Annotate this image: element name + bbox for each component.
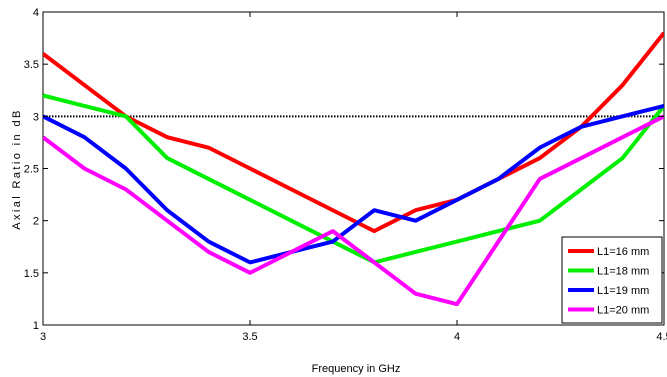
series-line-4 <box>43 114 664 307</box>
x-tick-label: 3 <box>40 331 46 343</box>
series-line-2 <box>43 93 664 265</box>
y-tick-label: 1 <box>33 320 39 332</box>
legend-label-2: L1=18 mm <box>597 266 649 278</box>
legend-label-4: L1=20 mm <box>597 305 649 317</box>
y-tick-label: 3.5 <box>24 59 39 71</box>
x-tick-label: 4.5 <box>656 331 667 343</box>
y-axis-title: Axial Ratio in dB <box>11 108 23 230</box>
y-tick-label: 1.5 <box>24 268 39 280</box>
x-tick-label: 4 <box>454 331 460 343</box>
series-line-3 <box>43 103 664 265</box>
x-tick-label: 3.5 <box>242 331 257 343</box>
x-axis-ticks: 3 3.5 4 4.5 <box>40 12 667 343</box>
x-axis-title: Frequency in GHz <box>312 363 401 375</box>
y-tick-label: 4 <box>33 7 39 19</box>
legend-label-3: L1=19 mm <box>597 285 649 297</box>
y-tick-label: 3 <box>33 111 39 123</box>
y-tick-label: 2 <box>33 216 39 228</box>
y-axis-ticks: 1 1.5 2 2.5 3 3.5 4 <box>24 7 664 332</box>
series-line-1 <box>43 31 664 234</box>
legend-label-1: L1=16 mm <box>597 246 649 258</box>
plot-area <box>42 11 665 326</box>
legend: L1=16 mm L1=18 mm L1=19 mm L1=20 mm <box>561 236 663 324</box>
y-tick-label: 2.5 <box>24 164 39 176</box>
series-lines <box>43 31 664 307</box>
